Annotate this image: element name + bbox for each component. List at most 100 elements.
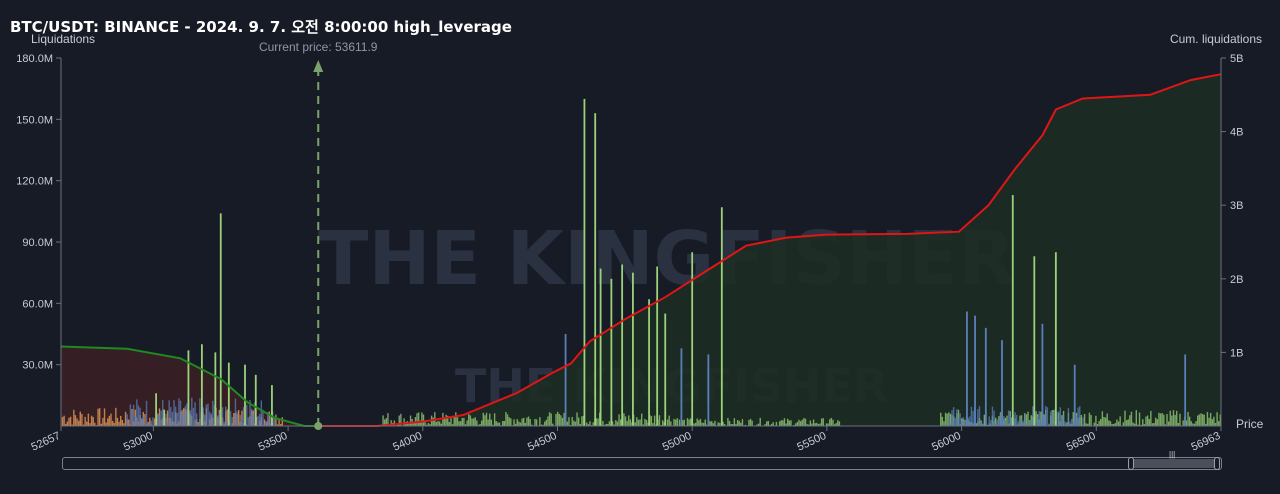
small-bar (249, 400, 251, 426)
small-bar (162, 400, 164, 426)
spike-bar (656, 266, 659, 426)
small-bar (611, 421, 614, 426)
small-bar (526, 417, 528, 426)
x-tick-label: 56000 (930, 430, 963, 454)
range-handle-right[interactable] (1214, 457, 1220, 470)
small-bar (714, 420, 716, 426)
small-bar (174, 406, 177, 426)
small-bar (1203, 414, 1205, 426)
small-bar (1133, 423, 1136, 426)
spike-bar (664, 313, 667, 426)
spike-bar (155, 393, 157, 426)
small-bar (608, 421, 611, 426)
small-bar (226, 409, 229, 426)
small-bar (1080, 414, 1083, 426)
small-bar (1090, 415, 1092, 426)
spike-bar (163, 409, 166, 426)
small-bar (493, 413, 496, 426)
small-bar (636, 417, 638, 426)
small-bar (655, 424, 657, 426)
small-bar (799, 421, 802, 426)
small-bar (1035, 411, 1037, 426)
small-bar (199, 398, 201, 426)
small-bar (92, 417, 94, 426)
small-bar (647, 422, 649, 426)
small-bar (1190, 421, 1192, 426)
small-bar (113, 422, 115, 426)
small-bar (247, 417, 250, 426)
small-bar (717, 422, 719, 426)
small-bar (574, 421, 577, 426)
small-bar (531, 424, 533, 426)
small-bar (1056, 412, 1058, 426)
small-bar (571, 416, 573, 426)
small-bar (79, 411, 81, 426)
small-bar (73, 409, 75, 426)
small-bar (550, 413, 552, 426)
spike-bar (984, 327, 987, 426)
small-bar (487, 419, 489, 426)
small-bar (268, 411, 271, 426)
small-bar (712, 423, 715, 426)
small-bar (213, 405, 216, 426)
small-bar (179, 400, 182, 426)
range-scrollbar[interactable]: ||| (62, 451, 1222, 470)
spike-bar (632, 272, 634, 426)
small-bar (100, 423, 103, 426)
small-bar (1046, 407, 1049, 426)
y-right-tick-label: 2B (1230, 274, 1243, 286)
small-bar (772, 422, 774, 426)
range-scrollbar-thumb[interactable] (1132, 459, 1218, 468)
small-bar (1151, 423, 1154, 426)
small-bar (1135, 410, 1138, 426)
small-bar (1218, 421, 1220, 426)
spike-bar (1041, 323, 1044, 426)
y-right-tick-label: 3B (1230, 200, 1243, 212)
small-bar (278, 418, 280, 426)
small-bar (804, 418, 807, 426)
small-bar (1020, 418, 1023, 426)
small-bar (1214, 423, 1217, 426)
small-bar (477, 424, 480, 426)
small-bar (770, 423, 773, 426)
small-bar (490, 419, 493, 426)
small-bar (281, 417, 284, 426)
small-bar (489, 413, 491, 426)
small-bar (398, 415, 400, 426)
small-bar (793, 424, 795, 426)
small-bar (1158, 412, 1160, 426)
y-left-tick-label: 150.0M (16, 114, 53, 126)
small-bar (652, 423, 654, 426)
small-bar (785, 423, 787, 426)
small-bar (1127, 419, 1129, 426)
small-bar (1027, 411, 1029, 426)
small-bar (472, 418, 475, 426)
small-bar (577, 417, 580, 426)
small-bar (1166, 414, 1168, 426)
x-tick-label: 52657 (29, 430, 62, 454)
small-bar (833, 424, 836, 426)
small-bar (616, 421, 619, 426)
small-bar (275, 414, 277, 426)
small-bar (119, 415, 122, 426)
small-bar (501, 420, 504, 426)
small-bar (719, 422, 721, 426)
small-bar (1185, 420, 1188, 426)
x-tick-label: 53500 (257, 430, 290, 454)
small-bar (1048, 423, 1050, 426)
small-bar (429, 424, 431, 426)
small-bar (1072, 412, 1074, 426)
small-bar (69, 416, 72, 426)
small-bar (464, 424, 467, 426)
spike-bar (1011, 194, 1014, 426)
small-bar (1154, 417, 1157, 426)
small-bar (66, 421, 69, 426)
range-handle-left[interactable] (1128, 457, 1134, 470)
x-tick-label: 55500 (795, 430, 828, 454)
small-bar (210, 413, 212, 426)
small-bar (1045, 405, 1047, 426)
small-bar (994, 417, 997, 426)
small-bar (461, 418, 463, 426)
small-bar (126, 414, 128, 426)
small-bar (732, 424, 734, 426)
